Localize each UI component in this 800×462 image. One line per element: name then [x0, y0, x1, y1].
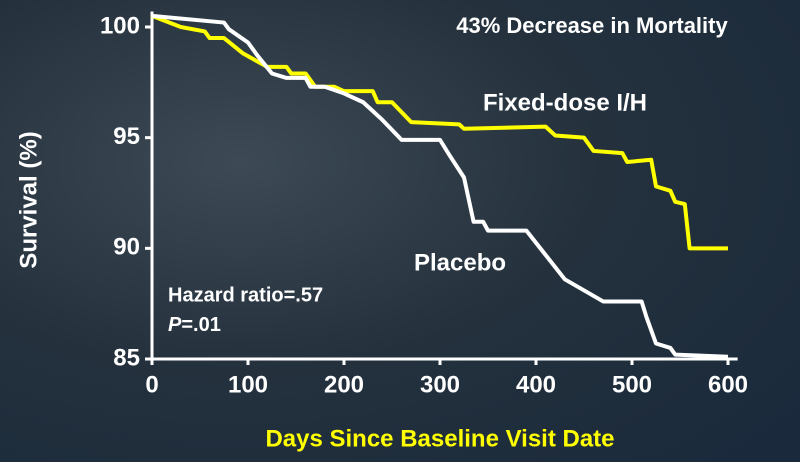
y-tick-label: 90	[113, 234, 140, 261]
y-axis-title: Survival (%)	[15, 131, 42, 268]
series-line	[151, 14, 728, 251]
x-tick-label: 100	[228, 371, 268, 398]
x-tick-label: 400	[516, 371, 556, 398]
series-line	[151, 13, 729, 359]
annotation: P=.01	[168, 314, 221, 336]
x-tick-label: 300	[420, 371, 460, 398]
x-tick-label: 600	[708, 371, 748, 398]
annotation: =.01	[181, 314, 220, 336]
series-label: Fixed-dose I/H	[483, 89, 647, 116]
x-tick-label: 500	[612, 371, 652, 398]
annotation: Hazard ratio=.57	[168, 284, 323, 306]
x-axis-title: Days Since Baseline Visit Date	[265, 425, 614, 452]
series-label: Placebo	[414, 249, 506, 276]
y-tick-label: 95	[113, 123, 140, 150]
x-tick-label: 0	[145, 371, 158, 398]
chart-title: 43% Decrease in Mortality	[456, 13, 728, 38]
x-tick-label: 200	[324, 371, 364, 398]
annotation: P	[168, 314, 182, 336]
y-tick-label: 100	[100, 12, 140, 39]
y-tick-label: 85	[113, 344, 140, 371]
